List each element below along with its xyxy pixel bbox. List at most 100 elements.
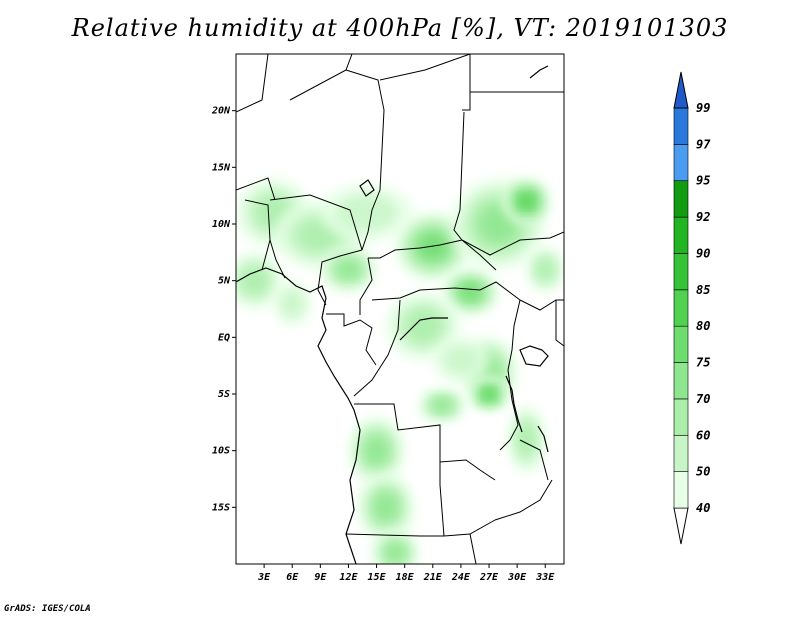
- lon-tick-label-3E: 3E: [257, 572, 271, 583]
- colorbar-label-75: 75: [696, 356, 710, 370]
- colorbar-lower-triangle: [673, 507, 689, 545]
- coast-lake-malawi: [537, 425, 549, 453]
- border-mali-niger: [236, 177, 276, 201]
- coast-congo-river: [399, 317, 448, 341]
- border-zambia-malawi: [519, 439, 549, 481]
- colorbar-box-80-85: [673, 289, 689, 327]
- humidity-blob-7-level-5: [460, 284, 480, 300]
- border-nigeria-cameroon: [317, 249, 363, 306]
- border-congo-drc: [353, 299, 401, 397]
- lon-tick-label-30E: 30E: [507, 572, 527, 583]
- colorbar-label-92: 92: [696, 210, 710, 224]
- lon-tick-label-6E: 6E: [286, 572, 299, 583]
- coast-lake-chad: [359, 179, 375, 197]
- coast-gulf-guinea: [317, 297, 361, 564]
- lat-tick-label-10N: 10N: [212, 219, 231, 230]
- humidity-blob-3-level-2: [335, 193, 399, 232]
- border-angola-namibia: [345, 533, 444, 537]
- colorbar-label-85: 85: [696, 283, 710, 297]
- lat-tick-label-5S: 5S: [218, 389, 230, 400]
- colorbar-label-70: 70: [696, 392, 710, 406]
- colorbar-box-95-97: [673, 144, 689, 182]
- lat-tick-label-5N: 5N: [218, 276, 231, 287]
- humidity-blob-5-level-4: [479, 205, 518, 243]
- lat-tick-label-EQ: EQ: [218, 332, 230, 343]
- border-gabon-congo: [326, 313, 377, 366]
- map-frame: [235, 53, 565, 565]
- lon-tick-label-21E: 21E: [423, 572, 443, 583]
- border-drc-angola: [354, 403, 496, 481]
- border-niger-algeria: [236, 54, 269, 113]
- colorbar-label-95: 95: [696, 174, 710, 188]
- lon-tick-label-18E: 18E: [396, 572, 415, 583]
- border-benin: [269, 239, 286, 279]
- colorbar-label-99: 99: [696, 101, 710, 115]
- humidity-blob-17-level-2: [442, 344, 480, 376]
- lat-tick-label-10S: 10S: [212, 446, 230, 457]
- colorbar-box-85-90: [673, 253, 689, 291]
- lon-tick-label-12E: 12E: [339, 572, 358, 583]
- lon-tick-label-9E: 9E: [314, 572, 327, 583]
- colorbar-label-40: 40: [696, 501, 710, 515]
- border-zambia-zimbabwe: [494, 479, 553, 521]
- humidity-field: [236, 178, 564, 564]
- humidity-blob-8-level-3: [404, 309, 443, 343]
- border-cameroon-car: [359, 257, 373, 315]
- humidity-blob-4-level-5: [420, 235, 446, 258]
- border-niger-chad: [361, 189, 381, 251]
- coastline: [236, 65, 549, 564]
- border-botswana-south: [469, 533, 477, 564]
- border-chad-sudan: [453, 111, 497, 271]
- colorbar-label-97: 97: [696, 137, 711, 151]
- coast-lake-tanganyika: [505, 375, 523, 433]
- humidity-blob-19-level-3: [535, 258, 555, 281]
- humidity-blob-12-level-4: [365, 437, 388, 465]
- border-libya-egypt: [462, 54, 471, 111]
- lat-tick-label-15S: 15S: [212, 502, 230, 513]
- colorbar-box-50-60: [673, 434, 689, 472]
- colorbar-label-80: 80: [696, 319, 710, 333]
- border-niger-libya: [345, 69, 385, 191]
- colorbar-box-70-75: [673, 362, 689, 400]
- lon-tick-label-33E: 33E: [535, 572, 555, 583]
- humidity-blob-6-level-6: [519, 194, 534, 208]
- border-kenya: [555, 300, 564, 347]
- colorbar-box-75-80: [673, 325, 689, 363]
- border-car-drc: [371, 281, 521, 301]
- map-title: Relative humidity at 400hPa [%], VT: 201…: [71, 14, 729, 42]
- latitude-ticks: 20N 15N 10N 5N EQ 5S 10S 15S: [211, 106, 236, 513]
- humidity-blob-10-level-6: [483, 389, 495, 399]
- colorbar-box-90-92: [673, 216, 689, 254]
- colorbar-box-92-95: [673, 180, 689, 218]
- colorbar-label-60: 60: [696, 428, 710, 442]
- colorbar-label-90: 90: [696, 246, 710, 260]
- colorbar-box-60-70: [673, 398, 689, 436]
- humidity-blob-2-level-3: [240, 266, 269, 295]
- lat-tick-label-20N: 20N: [211, 106, 231, 117]
- colorbar-label-50: 50: [696, 465, 710, 479]
- coast-red-sea: [529, 65, 549, 79]
- country-borders: [236, 54, 564, 564]
- colorbar-upper-triangle: [673, 71, 689, 109]
- border-burkina: [244, 199, 271, 271]
- border-libya-chad: [379, 54, 471, 81]
- coast-lake-victoria: [519, 345, 549, 367]
- border-niger-nigeria: [269, 194, 363, 251]
- lon-tick-label-27E: 27E: [479, 572, 499, 583]
- humidity-blob-13-level-4: [374, 493, 398, 521]
- border-chad-car: [368, 239, 463, 259]
- border-southsudan-drc-uganda: [519, 299, 564, 311]
- colorbar: 40 50 60 70 75 80 85 90 92 95 97 99: [673, 71, 711, 545]
- longitude-ticks: 3E 6E 9E 12E 15E 18E 21E 24E 27E 30E 33E: [257, 564, 555, 583]
- humidity-blob-11-level-4: [432, 398, 452, 413]
- border-sudan-southsudan: [461, 231, 564, 256]
- grads-credit: GrADS: IGES/COLA: [4, 604, 91, 614]
- colorbar-box-40-50: [673, 471, 689, 509]
- colorbar-box-97-99: [673, 107, 689, 145]
- humidity-blob-18-level-4: [337, 260, 360, 279]
- lon-tick-label-24E: 24E: [451, 572, 471, 583]
- border-drc-uganda: [507, 299, 521, 371]
- border-angola-zambia: [439, 462, 445, 537]
- border-drc-tanzania: [499, 369, 519, 451]
